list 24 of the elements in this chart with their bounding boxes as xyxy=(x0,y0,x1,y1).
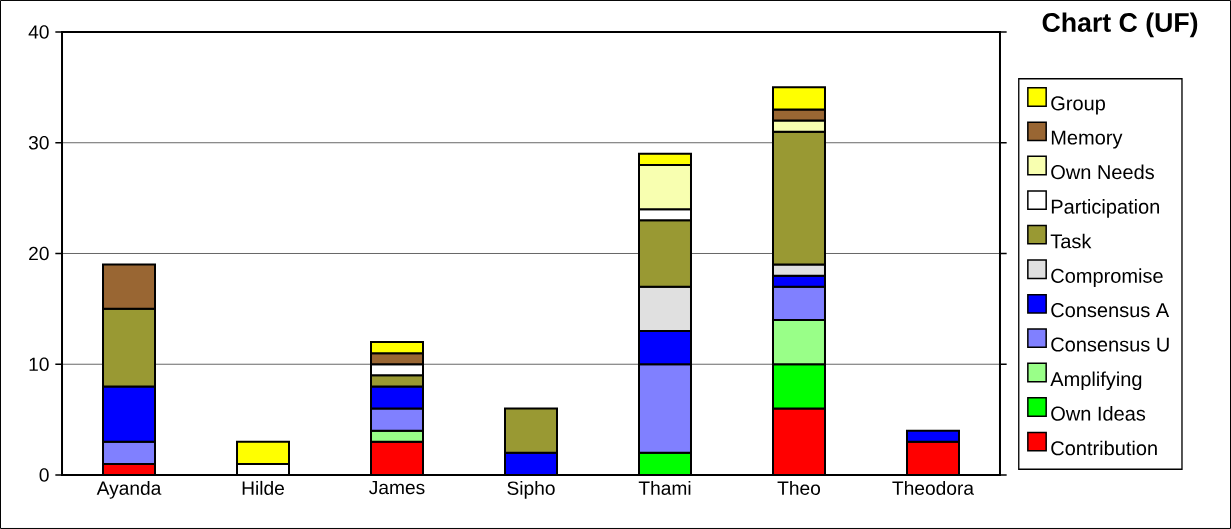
legend-label: Task xyxy=(1050,233,1092,249)
y-tick-label: 0 xyxy=(39,468,49,482)
legend-label: Compromise xyxy=(1051,268,1163,287)
legend-label: Own Ideas xyxy=(1051,406,1146,421)
legend-label: Consensus U xyxy=(1051,337,1169,352)
y-tick-label: 20 xyxy=(29,246,49,261)
legend-label: Group xyxy=(1051,96,1105,115)
legend-label: Consensus A xyxy=(1051,303,1170,318)
x-tick-label: James xyxy=(369,480,425,495)
legend-label: Amplifying xyxy=(1050,371,1142,391)
x-tick-label: Thami xyxy=(638,480,691,495)
x-tick-label: Hilde xyxy=(242,480,284,495)
legend-label: Contribution xyxy=(1051,440,1157,456)
y-tick-label: 40 xyxy=(28,25,49,39)
x-tick-label: Sipho xyxy=(507,480,555,499)
text: Chart C (UF) xyxy=(1042,12,1198,38)
legend-label: Own Needs xyxy=(1051,164,1154,180)
y-tick-label: 10 xyxy=(29,357,49,372)
x-tick-label: Ayanda xyxy=(96,480,162,499)
y-tick-label: 30 xyxy=(28,135,49,150)
legend-label: Participation xyxy=(1051,199,1160,218)
legend-label: Memory xyxy=(1051,130,1123,149)
x-tick-label: Theodora xyxy=(892,480,975,495)
x-tick-label: Theo xyxy=(777,480,821,495)
